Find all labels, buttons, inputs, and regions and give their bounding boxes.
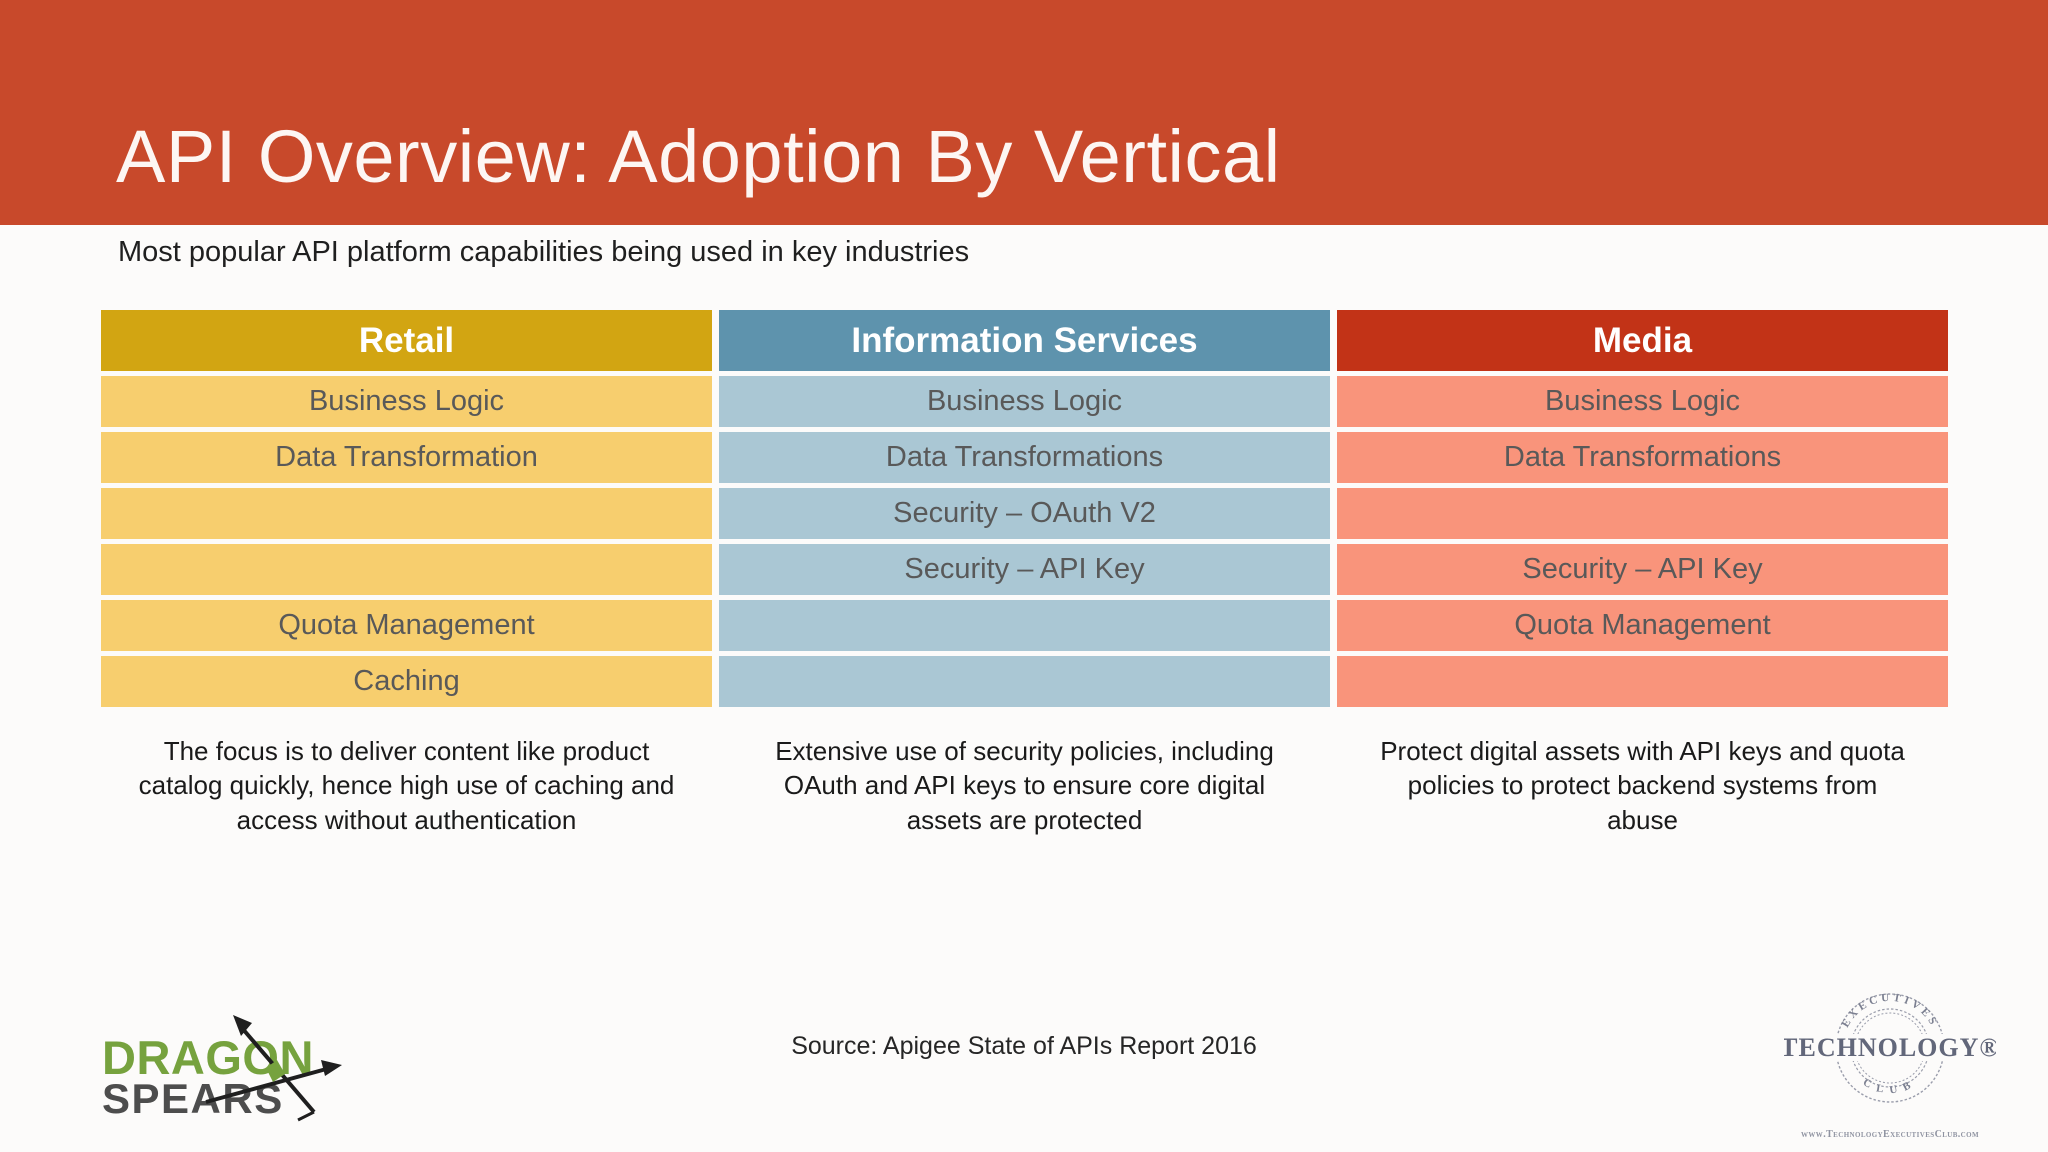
table-cell: Security – API Key [719,544,1330,595]
column-media: Media Business Logic Data Transformation… [1337,310,1948,837]
column-footnote-information-services: Extensive use of security policies, incl… [775,736,1274,835]
column-footnote-media: Protect digital assets with API keys and… [1380,736,1905,835]
tec-seal-icon: EXECUTIVES CLUB TECHNOLOGY® www.Technolo… [1780,992,1999,1140]
table-cell: Security – API Key [1337,544,1948,595]
tec-url-label: www.TechnologyExecutivesClub.com [1801,1129,1979,1140]
table-cell [1337,488,1948,539]
column-footnote-retail: The focus is to deliver content like pro… [138,736,675,835]
table-cell [101,544,712,595]
column-retail: Retail Business Logic Data Transformatio… [101,310,712,837]
column-information-services: Information Services Business Logic Data… [719,310,1330,837]
dragonspears-word-spears: SPEARS [102,1075,284,1122]
page-title: API Overview: Adoption By Vertical [116,115,1281,198]
table-cell: Business Logic [719,376,1330,427]
table-cell [719,656,1330,707]
table-cell [719,600,1330,651]
table-cell: Quota Management [101,600,712,651]
column-header-media: Media [1337,310,1948,371]
slide-subtitle: Most popular API platform capabilities b… [118,236,970,268]
tec-arc-top-label: EXECUTIVES [1839,992,1937,1030]
crossed-spears-icon [205,1015,342,1122]
adoption-table: Retail Business Logic Data Transformatio… [101,310,1948,837]
tec-arc-bottom-label: CLUB [1861,1076,1912,1096]
svg-text:EXECUTIVES: EXECUTIVES [1839,992,1940,1030]
column-header-information-services: Information Services [719,310,1330,371]
table-cell: Business Logic [1337,376,1948,427]
table-cell [1337,656,1948,707]
table-cell: Business Logic [101,376,712,427]
table-cell: Caching [101,656,712,707]
technology-executives-club-logo: EXECUTIVES CLUB TECHNOLOGY® www.Technolo… [1780,990,1999,1142]
title-banner: API Overview: Adoption By Vertical [0,0,2048,225]
table-cell: Data Transformation [101,432,712,483]
source-text: Source: Apigee State of APIs Report 2016 [791,1032,1257,1060]
tec-center-label: TECHNOLOGY® [1784,1033,1996,1062]
table-cell: Security – OAuth V2 [719,488,1330,539]
table-cell: Data Transformations [719,432,1330,483]
dragonspears-logo: DRAGON SPEARS [102,1012,352,1137]
table-cell: Data Transformations [1337,432,1948,483]
table-cell: Quota Management [1337,600,1948,651]
table-cell [101,488,712,539]
svg-text:CLUB: CLUB [1861,1076,1919,1096]
column-header-retail: Retail [101,310,712,371]
